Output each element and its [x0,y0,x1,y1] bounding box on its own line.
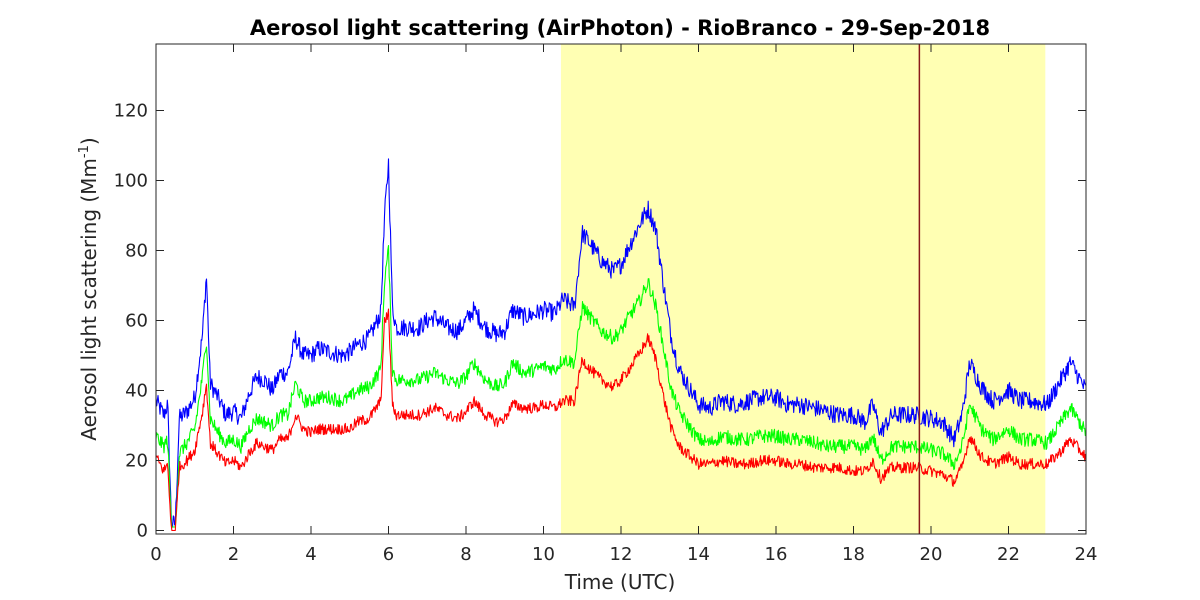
y-tick-label: 20 [125,451,148,472]
x-tick-label: 24 [1075,544,1098,565]
y-tick-label: 100 [114,171,148,192]
x-tick-label: 20 [920,544,943,565]
y-axis: 0 20 40 60 80 100 120 [114,101,1086,542]
y-tick-label: 120 [114,101,148,122]
series-line-red [155,308,1087,532]
x-tick-label: 4 [305,544,316,565]
chart-title: Aerosol light scattering (AirPhoton) - R… [250,16,990,40]
x-tick-label: 8 [460,544,471,565]
y-tick-label: 80 [125,241,148,262]
series-layer [155,158,1087,532]
x-tick-label: 18 [842,544,865,565]
x-tick-label: 12 [610,544,633,565]
x-tick-label: 16 [765,544,788,565]
x-axis: 0 2 4 6 8 10 12 14 16 18 20 22 24 [150,44,1097,565]
y-tick-label: 0 [137,521,148,542]
series-line-blue [155,158,1087,529]
y-tick-label: 60 [125,311,148,332]
x-tick-label: 22 [997,544,1020,565]
y-tick-label: 40 [125,381,148,402]
x-tick-label: 2 [228,544,239,565]
highlight-band [560,44,1046,534]
x-tick-label: 14 [687,544,710,565]
x-tick-label: 0 [150,544,161,565]
x-axis-label: Time (UTC) [564,570,676,594]
x-tick-label: 10 [532,544,555,565]
y-axis-label-main: Aerosol light scattering (Mm [77,158,101,441]
series-line-green [155,244,1087,528]
y-axis-label: Aerosol light scattering (Mm-1) [77,137,101,440]
plot-area [155,44,1087,534]
x-tick-label: 6 [383,544,394,565]
y-axis-label-end: ) [77,137,101,145]
y-axis-label-superscript: -1 [77,145,92,158]
